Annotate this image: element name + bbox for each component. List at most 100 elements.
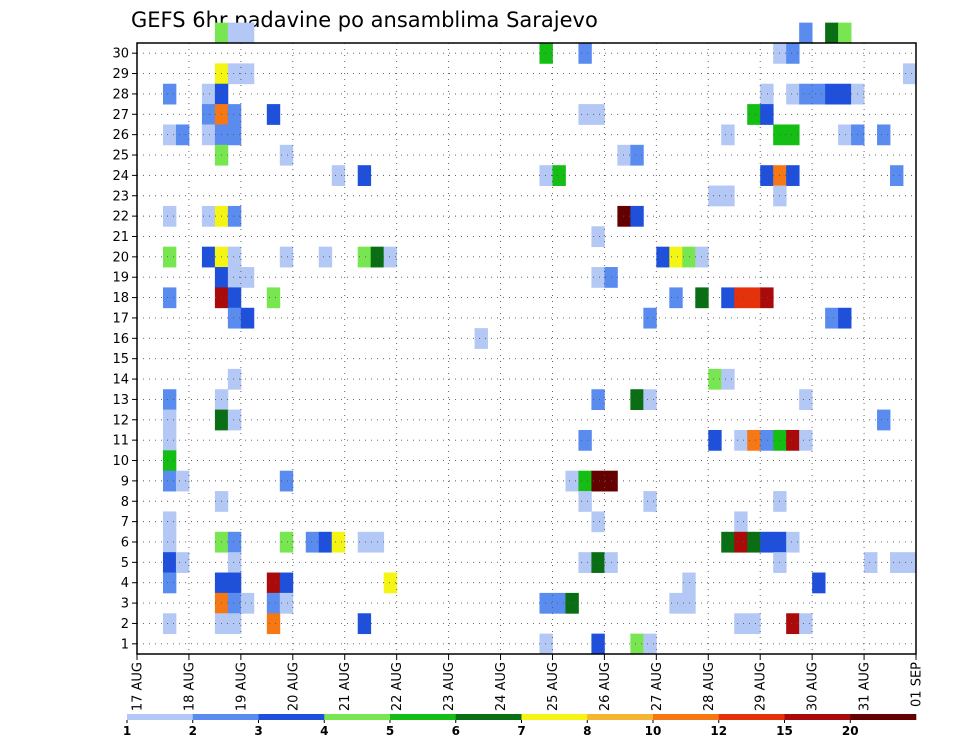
precip-cell	[747, 531, 761, 553]
legend-label: 15	[776, 724, 793, 738]
precip-cell	[669, 592, 683, 614]
precip-cell	[591, 470, 605, 492]
precip-cell	[812, 83, 826, 105]
precip-cell	[474, 328, 488, 349]
precip-cell	[760, 429, 774, 451]
precip-cell	[227, 267, 242, 288]
legend-swatch	[850, 714, 917, 720]
precip-cell	[643, 491, 657, 512]
precip-cell	[565, 592, 579, 614]
precip-cell	[825, 307, 839, 329]
precip-cell	[279, 572, 294, 594]
precip-cell	[227, 552, 242, 573]
precip-cell	[591, 104, 605, 125]
precip-cell	[214, 22, 229, 44]
precip-cell	[721, 368, 735, 390]
legend-label: 12	[710, 724, 727, 738]
precip-cell	[240, 307, 255, 329]
precip-cell	[227, 104, 242, 125]
precip-cell	[812, 572, 826, 594]
precip-cell	[799, 429, 813, 451]
y-tick-label: 5	[121, 556, 129, 571]
y-tick-label: 21	[112, 230, 129, 245]
precip-cell	[903, 552, 917, 573]
x-tick-label: 22 AUG	[390, 662, 405, 711]
precip-cell	[357, 531, 372, 553]
precip-cell	[578, 43, 592, 64]
plot-frame	[136, 42, 917, 655]
x-tick-label: 26 AUG	[598, 662, 613, 711]
precip-cell	[305, 531, 320, 553]
precip-cell	[357, 613, 372, 635]
precip-cell	[630, 389, 644, 410]
x-tick-label: 25 AUG	[546, 662, 561, 711]
y-tick-label: 23	[112, 189, 129, 204]
precip-cell	[747, 613, 761, 635]
legend-label: 2	[189, 724, 197, 738]
precip-cell	[708, 368, 722, 390]
precip-cell	[279, 592, 294, 614]
precip-cell	[227, 307, 242, 329]
precip-cell	[786, 124, 800, 146]
precip-cell	[799, 83, 813, 105]
precip-cell	[578, 429, 592, 451]
precip-cell	[747, 287, 761, 309]
precip-cell	[591, 389, 605, 410]
x-tick-label: 28 AUG	[702, 662, 717, 711]
precip-cell	[162, 429, 177, 451]
y-tick-label: 6	[121, 535, 129, 550]
legend-label: 7	[517, 724, 525, 738]
precip-cell	[227, 246, 242, 268]
legend-label: 1	[123, 724, 131, 738]
precip-cell	[318, 246, 333, 268]
precip-cell	[227, 613, 242, 635]
precip-cell	[227, 531, 242, 553]
x-tick-label: 01 SEP	[910, 662, 925, 707]
precip-cell	[357, 165, 372, 186]
precip-cell	[721, 531, 735, 553]
x-tick-label: 31 AUG	[858, 662, 873, 711]
precip-cell	[201, 83, 216, 105]
precip-cell	[201, 246, 216, 268]
precip-cell	[721, 287, 735, 309]
precip-cell	[227, 409, 242, 431]
precip-cell	[162, 287, 177, 309]
legend-swatch	[653, 714, 720, 720]
y-tick-label: 28	[112, 87, 129, 102]
x-tick-label: 18 AUG	[182, 662, 197, 711]
precip-cell	[734, 613, 748, 635]
precip-cell	[643, 389, 657, 410]
y-tick-label: 11	[112, 434, 129, 449]
precip-cell	[552, 592, 566, 614]
precip-cell	[383, 246, 398, 268]
legend-swatch	[521, 714, 588, 720]
y-tick-label: 7	[121, 515, 129, 530]
precip-cell	[630, 633, 644, 655]
y-tick-label: 10	[112, 454, 129, 469]
legend-swatch	[587, 714, 654, 720]
precip-cell	[799, 22, 813, 44]
y-tick-label: 20	[112, 250, 129, 265]
precip-cell	[786, 165, 800, 186]
precip-cell	[175, 124, 190, 146]
cells-layer	[162, 22, 917, 655]
y-tick-label: 27	[112, 108, 129, 123]
precip-cell	[630, 205, 644, 227]
y-tick-label: 1	[121, 637, 129, 652]
precip-cell	[383, 572, 398, 594]
precip-cell	[708, 185, 722, 207]
precip-cell	[162, 83, 177, 105]
legend-swatch	[390, 714, 457, 720]
precip-cell	[734, 511, 748, 533]
precip-cell	[760, 531, 774, 553]
precip-cell	[227, 63, 242, 85]
precip-cell	[162, 511, 177, 533]
precip-cell	[786, 531, 800, 553]
y-tick-label: 9	[121, 474, 129, 489]
legend-swatch	[784, 714, 851, 720]
legend-swatch	[718, 714, 785, 720]
x-tick-label: 19 AUG	[234, 662, 249, 711]
precip-cell	[669, 246, 683, 268]
precip-cell	[825, 83, 839, 105]
